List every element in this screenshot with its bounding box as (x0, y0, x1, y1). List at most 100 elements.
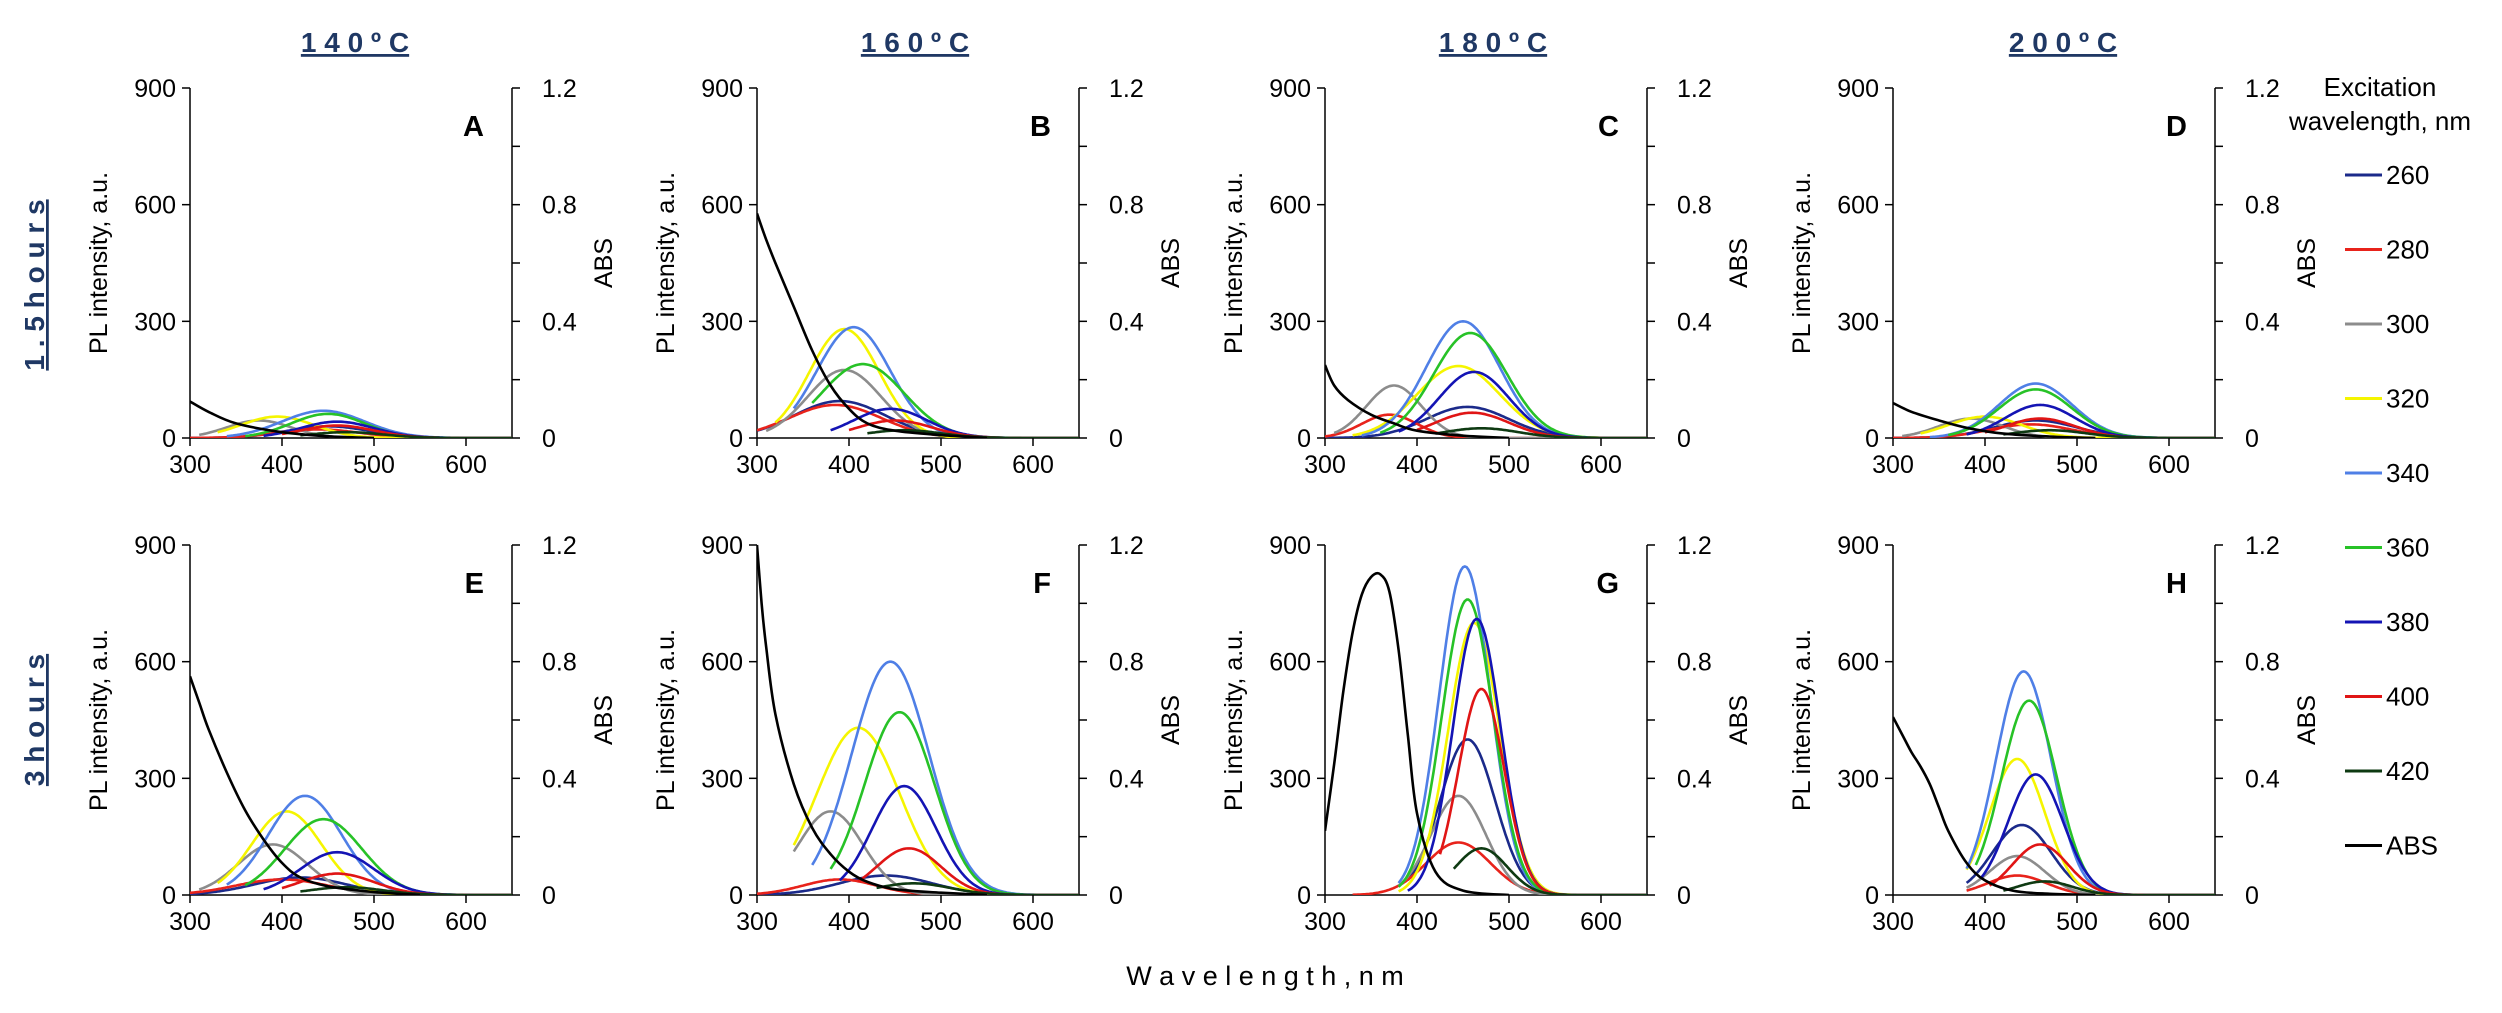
y-tick-label: 600 (134, 192, 176, 220)
x-axis-label: W a v e l e n g t h , n m (1126, 961, 1404, 991)
y2-tick-label: 0.4 (542, 308, 577, 336)
series-380-line (1979, 773, 2215, 895)
y-tick-label: 900 (134, 532, 176, 560)
y2-tick-label: 0.8 (1109, 192, 1144, 220)
y2-axis-title: ABS (590, 695, 618, 745)
series-380-line (1966, 403, 2215, 438)
x-tick-label: 600 (1012, 451, 1054, 479)
series-380-line (263, 420, 512, 438)
series-group (1325, 319, 1647, 438)
series-ABS-line (1893, 716, 2096, 895)
series-400-line (1984, 417, 2215, 438)
x-tick-label: 400 (1964, 451, 2006, 479)
series-ABS-line (190, 675, 421, 895)
series-ABS-line (1325, 571, 1510, 895)
x-tick-label: 500 (2056, 908, 2098, 936)
y2-tick-label: 0 (1109, 425, 1123, 453)
series-420-line (1435, 426, 1647, 438)
x-tick-label: 600 (2148, 908, 2190, 936)
series-300-line (198, 843, 512, 895)
legend-label: ABS (2386, 831, 2438, 861)
panel-letter: C (1598, 111, 1619, 143)
panel-letter: E (465, 568, 484, 600)
legend-label: 420 (2386, 756, 2429, 786)
x-tick-label: 400 (828, 451, 870, 479)
y-tick-label: 0 (729, 425, 743, 453)
y-tick-label: 600 (1269, 649, 1311, 677)
y2-axis-title: ABS (2293, 238, 2321, 288)
y2-axis-title: ABS (1157, 695, 1185, 745)
y2-tick-label: 0 (1677, 882, 1691, 910)
y2-tick-label: 0 (2245, 425, 2259, 453)
legend-item-260: 260 (2345, 160, 2429, 190)
series-ABS-line (1325, 364, 1510, 438)
series-320-line (792, 726, 1079, 895)
y-tick-label: 0 (162, 882, 176, 910)
series-300-line (792, 810, 1079, 895)
y-tick-label: 600 (1837, 649, 1879, 677)
y2-tick-label: 0 (542, 882, 556, 910)
y-axis-title: PL intensity, a.u. (1220, 172, 1248, 354)
y-tick-label: 300 (701, 765, 743, 793)
series-420-line (2003, 880, 2215, 895)
y2-tick-label: 0.8 (1109, 649, 1144, 677)
y2-tick-label: 1.2 (2245, 532, 2280, 560)
y-tick-label: 0 (1865, 425, 1879, 453)
legend-item-320: 320 (2345, 384, 2429, 414)
y-tick-label: 600 (701, 649, 743, 677)
y-tick-label: 900 (134, 75, 176, 103)
series-ABS-line (190, 400, 375, 438)
y-tick-label: 300 (1837, 308, 1879, 336)
y2-tick-label: 1.2 (542, 75, 577, 103)
y-tick-label: 0 (162, 425, 176, 453)
series-360-line (829, 710, 1079, 895)
column-header-200c: 2 0 0 º C (2009, 27, 2117, 58)
y-tick-label: 0 (729, 882, 743, 910)
y-tick-label: 600 (1837, 192, 1879, 220)
x-tick-label: 400 (1964, 908, 2006, 936)
series-group (1325, 565, 1647, 895)
series-group (190, 675, 512, 895)
y-tick-label: 900 (1837, 75, 1879, 103)
y-axis-title: PL intensity, a.u. (85, 172, 113, 354)
series-340-line (1965, 670, 2215, 895)
x-tick-label: 600 (1580, 451, 1622, 479)
x-tick-label: 600 (445, 908, 487, 936)
y2-tick-label: 0.4 (542, 765, 577, 793)
x-tick-label: 300 (1304, 451, 1346, 479)
series-ABS-line (1893, 401, 2096, 438)
x-tick-label: 300 (736, 908, 778, 936)
y2-tick-label: 1.2 (2245, 75, 2280, 103)
x-tick-label: 500 (2056, 451, 2098, 479)
row-header-1-5-hours: 1 . 5 h o u r s (19, 199, 50, 370)
y2-axis-title: ABS (1725, 695, 1753, 745)
y-tick-label: 300 (134, 765, 176, 793)
y2-axis-title: ABS (1725, 238, 1753, 288)
series-320-line (1352, 364, 1647, 438)
y-tick-label: 0 (1297, 425, 1311, 453)
series-group (190, 400, 512, 438)
y2-axis-title: ABS (2293, 695, 2321, 745)
series-340-line (1397, 565, 1647, 895)
legend: Excitation wavelength, nm 260 280 300 320 340 3… (2288, 72, 2471, 861)
row-headers: 1 . 5 h o u r s 3 h o u r s (19, 199, 50, 786)
x-tick-label: 300 (736, 451, 778, 479)
y-tick-label: 600 (1269, 192, 1311, 220)
y-tick-label: 900 (1269, 532, 1311, 560)
y-tick-label: 600 (134, 649, 176, 677)
series-ABS-line (757, 544, 988, 895)
y-axis-title: PL intensity, a.u. (1788, 629, 1816, 811)
column-headers: 1 4 0 º C 1 6 0 º C 1 8 0 º C 2 0 0 º C (301, 27, 2117, 58)
legend-title: Excitation (2324, 72, 2437, 102)
panel-letter: F (1033, 568, 1051, 600)
y-tick-label: 0 (1297, 882, 1311, 910)
y2-tick-label: 0.4 (1109, 308, 1144, 336)
x-tick-label: 400 (261, 451, 303, 479)
legend-label: 400 (2386, 682, 2429, 712)
series-340-line (226, 794, 512, 895)
y2-tick-label: 0.8 (1677, 649, 1712, 677)
